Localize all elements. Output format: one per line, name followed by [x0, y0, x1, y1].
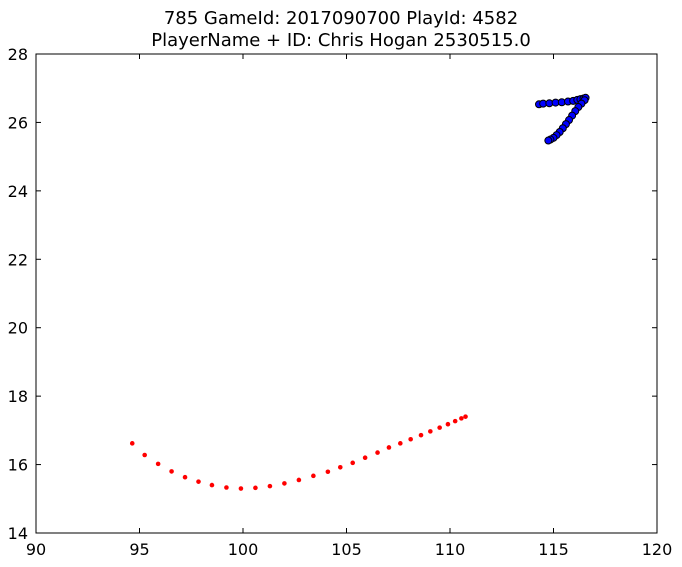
- x-tick-label: 100: [228, 540, 259, 559]
- y-tick-label: 20: [8, 319, 28, 338]
- y-tick-label: 28: [8, 45, 28, 64]
- x-tick-label: 115: [538, 540, 569, 559]
- series-1-point: [296, 477, 302, 483]
- series-1-point: [325, 469, 331, 475]
- series-1-point: [375, 450, 380, 455]
- x-tick-label: 120: [642, 540, 673, 559]
- series-1-point: [428, 429, 433, 434]
- y-tick-label: 26: [8, 113, 28, 132]
- series-1-point: [182, 474, 188, 480]
- series-1-point: [209, 482, 215, 488]
- series-1-point: [169, 469, 174, 474]
- x-tick-label: 105: [331, 540, 362, 559]
- series-1-point: [463, 414, 468, 419]
- series-1-point: [311, 473, 316, 479]
- series-1-point: [398, 441, 403, 446]
- y-tick-label: 14: [8, 524, 28, 543]
- series-2-point: [544, 136, 553, 145]
- series-1-point: [418, 432, 424, 438]
- x-tick-label: 110: [435, 540, 466, 559]
- series-1-point: [267, 483, 273, 489]
- y-tick-label: 16: [8, 456, 28, 475]
- series-1-point: [452, 418, 458, 424]
- series-1-point: [142, 452, 147, 458]
- series-1-point: [238, 486, 244, 491]
- series-1-point: [129, 441, 135, 446]
- series-1-point: [350, 460, 356, 466]
- series-1-point: [445, 421, 451, 427]
- series-1-point: [386, 445, 392, 450]
- series-1-point: [224, 485, 229, 490]
- x-tick-label: 90: [26, 540, 46, 559]
- series-1-point: [196, 479, 201, 484]
- series-1-point: [408, 436, 413, 442]
- y-tick-label: 22: [8, 250, 28, 269]
- series-1-point: [155, 461, 161, 467]
- series-1-point: [282, 481, 287, 486]
- series-1-point: [337, 465, 343, 470]
- series-1-point: [253, 485, 258, 491]
- x-tick-label: 95: [129, 540, 149, 559]
- series-1-point: [437, 425, 442, 430]
- series-1-point: [362, 455, 368, 461]
- plot-marks: [129, 93, 590, 491]
- series-1-point: [459, 416, 464, 421]
- y-tick-label: 24: [8, 182, 28, 201]
- chart-title: 785 GameId: 2017090700 PlayId: 4582: [163, 8, 519, 29]
- y-tick-label: 18: [8, 387, 28, 406]
- chart-subtitle: PlayerName + ID: Chris Hogan 2530515.0: [151, 30, 531, 51]
- axis-ticks: 90 95 100 105 110 115 120 14 16 18 20 22 24 26 28: [8, 45, 673, 559]
